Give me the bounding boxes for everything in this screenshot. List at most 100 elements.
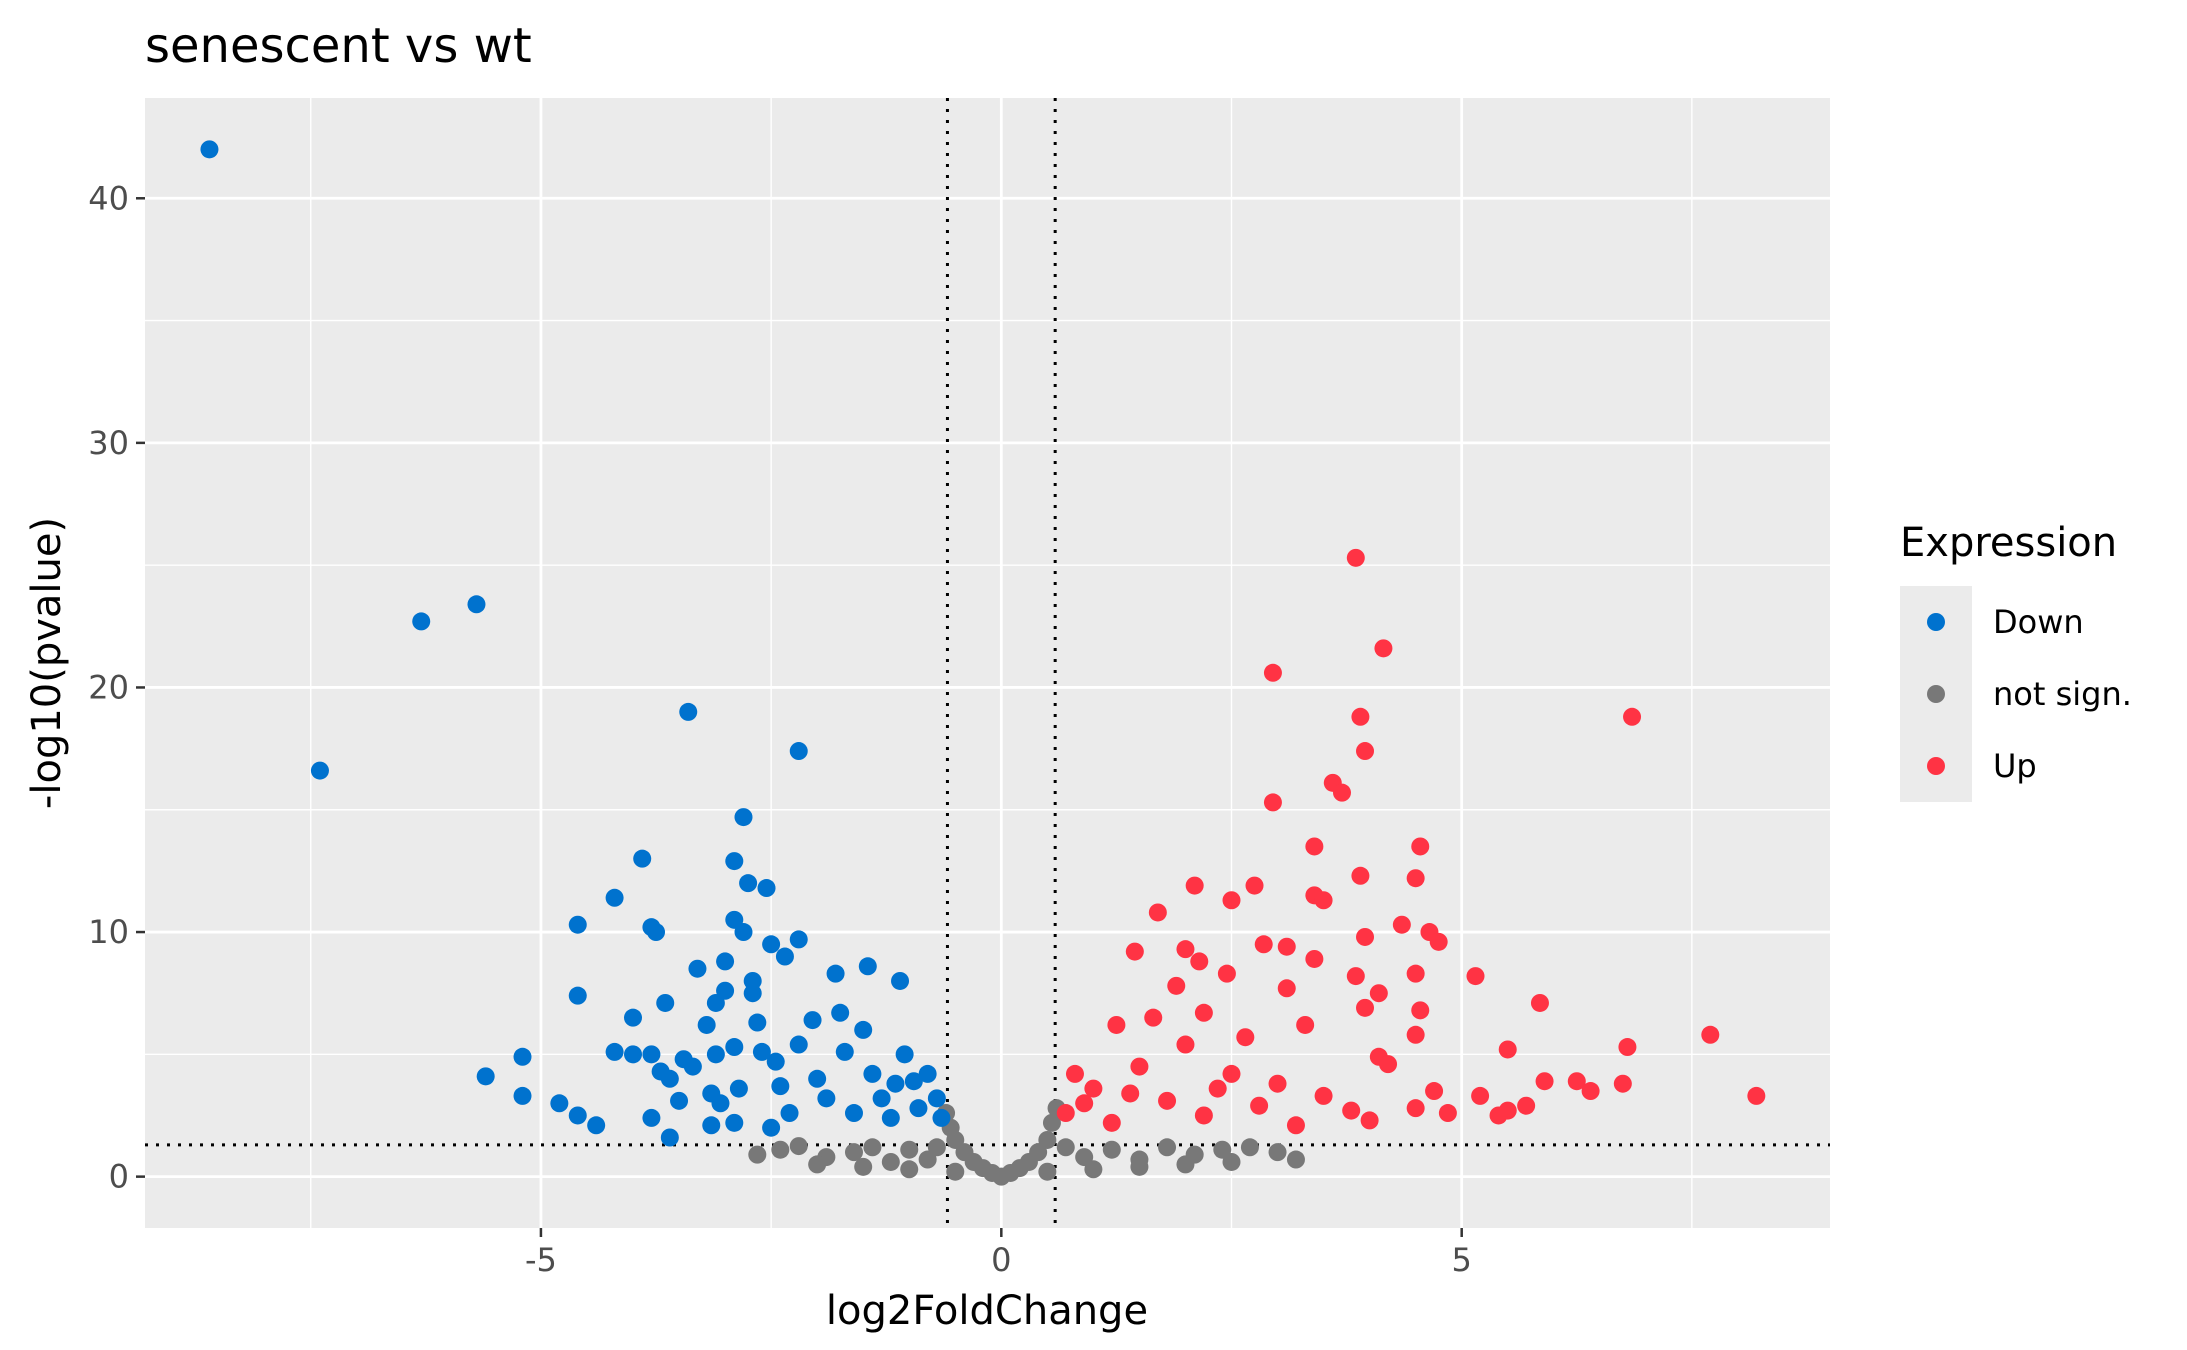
point-not-sign xyxy=(881,1152,900,1171)
major-gridlines xyxy=(145,98,1830,1228)
point-up xyxy=(1130,1057,1149,1076)
point-down xyxy=(656,993,675,1012)
point-up xyxy=(1065,1064,1084,1083)
point-down xyxy=(789,742,808,761)
point-down xyxy=(762,935,781,954)
point-up xyxy=(1148,903,1167,922)
point-up xyxy=(1438,1104,1457,1123)
point-up xyxy=(1623,707,1642,726)
point-down xyxy=(476,1067,495,1086)
point-down xyxy=(757,879,776,898)
point-not-sign xyxy=(854,1157,873,1176)
point-up xyxy=(1581,1082,1600,1101)
point-down xyxy=(904,1072,923,1091)
x-tick-label: 0 xyxy=(991,1241,1011,1279)
point-up xyxy=(1296,1015,1315,1034)
point-up xyxy=(1406,964,1425,983)
point-not-sign xyxy=(1176,1155,1195,1174)
point-down xyxy=(624,1008,643,1027)
point-up xyxy=(1167,976,1186,995)
point-down xyxy=(780,1104,799,1123)
point-down xyxy=(702,1116,721,1135)
point-not-sign xyxy=(927,1138,946,1157)
point-down xyxy=(803,1011,822,1030)
point-up xyxy=(1346,967,1365,986)
point-up xyxy=(1356,742,1375,761)
point-down xyxy=(624,1045,643,1064)
point-down xyxy=(844,1104,863,1123)
point-up xyxy=(1305,949,1324,968)
chart-title: senescent vs wt xyxy=(145,18,532,74)
plot-panel xyxy=(145,98,1830,1228)
point-up xyxy=(1158,1091,1177,1110)
point-up xyxy=(1618,1038,1637,1057)
point-down xyxy=(789,1035,808,1054)
point-down xyxy=(734,808,753,827)
point-down xyxy=(725,852,744,871)
point-not-sign xyxy=(808,1155,827,1174)
point-down xyxy=(725,910,744,929)
point-down xyxy=(729,1079,748,1098)
point-up xyxy=(1411,1001,1430,1020)
point-up xyxy=(1286,1116,1305,1135)
point-up xyxy=(1277,937,1296,956)
point-down xyxy=(605,888,624,907)
point-up xyxy=(1075,1094,1094,1113)
legend-key-up xyxy=(1927,757,1945,775)
point-not-sign xyxy=(844,1143,863,1162)
point-up xyxy=(1379,1055,1398,1074)
point-down xyxy=(739,874,758,893)
point-not-sign xyxy=(789,1137,808,1156)
point-up xyxy=(1245,876,1264,895)
point-down xyxy=(895,1045,914,1064)
point-up xyxy=(1144,1008,1163,1027)
point-up xyxy=(1466,967,1485,986)
point-not-sign xyxy=(1213,1140,1232,1159)
point-not-sign xyxy=(1075,1148,1094,1167)
point-not-sign xyxy=(946,1130,965,1149)
point-up xyxy=(1084,1079,1103,1098)
point-down xyxy=(863,1064,882,1083)
point-up xyxy=(1360,1111,1379,1130)
point-not-sign xyxy=(1084,1160,1103,1179)
point-down xyxy=(932,1108,951,1127)
point-down xyxy=(891,971,910,990)
point-up xyxy=(1517,1096,1536,1115)
point-up xyxy=(1254,935,1273,954)
point-not-sign xyxy=(1240,1138,1259,1157)
point-down xyxy=(826,964,845,983)
point-down xyxy=(752,1042,771,1061)
point-up xyxy=(1102,1113,1121,1132)
point-down xyxy=(725,1113,744,1132)
threshold-lines xyxy=(145,98,1830,1228)
point-up xyxy=(1263,663,1282,682)
point-up xyxy=(1406,869,1425,888)
point-down xyxy=(412,612,431,631)
point-down xyxy=(817,1089,836,1108)
point-down xyxy=(513,1047,532,1066)
point-down xyxy=(642,1045,661,1064)
point-down xyxy=(706,993,725,1012)
point-up xyxy=(1217,964,1236,983)
point-down xyxy=(748,1013,767,1032)
point-up xyxy=(1176,940,1195,959)
point-down xyxy=(711,1094,730,1113)
point-up xyxy=(1190,952,1209,971)
point-not-sign xyxy=(1038,1130,1057,1149)
point-not-sign xyxy=(1029,1143,1048,1162)
point-down xyxy=(200,140,219,159)
legend-title: Expression xyxy=(1900,520,2117,566)
point-up xyxy=(1356,998,1375,1017)
point-up xyxy=(1121,1084,1140,1103)
point-up xyxy=(1406,1099,1425,1118)
legend-label: Up xyxy=(1993,747,2037,785)
point-down xyxy=(734,923,753,942)
point-down xyxy=(886,1074,905,1093)
point-down xyxy=(633,849,652,868)
point-down xyxy=(775,947,794,966)
point-not-sign xyxy=(1042,1113,1061,1132)
point-up xyxy=(1425,1082,1444,1101)
point-not-sign xyxy=(1056,1138,1075,1157)
point-up xyxy=(1498,1040,1517,1059)
point-down xyxy=(568,915,587,934)
